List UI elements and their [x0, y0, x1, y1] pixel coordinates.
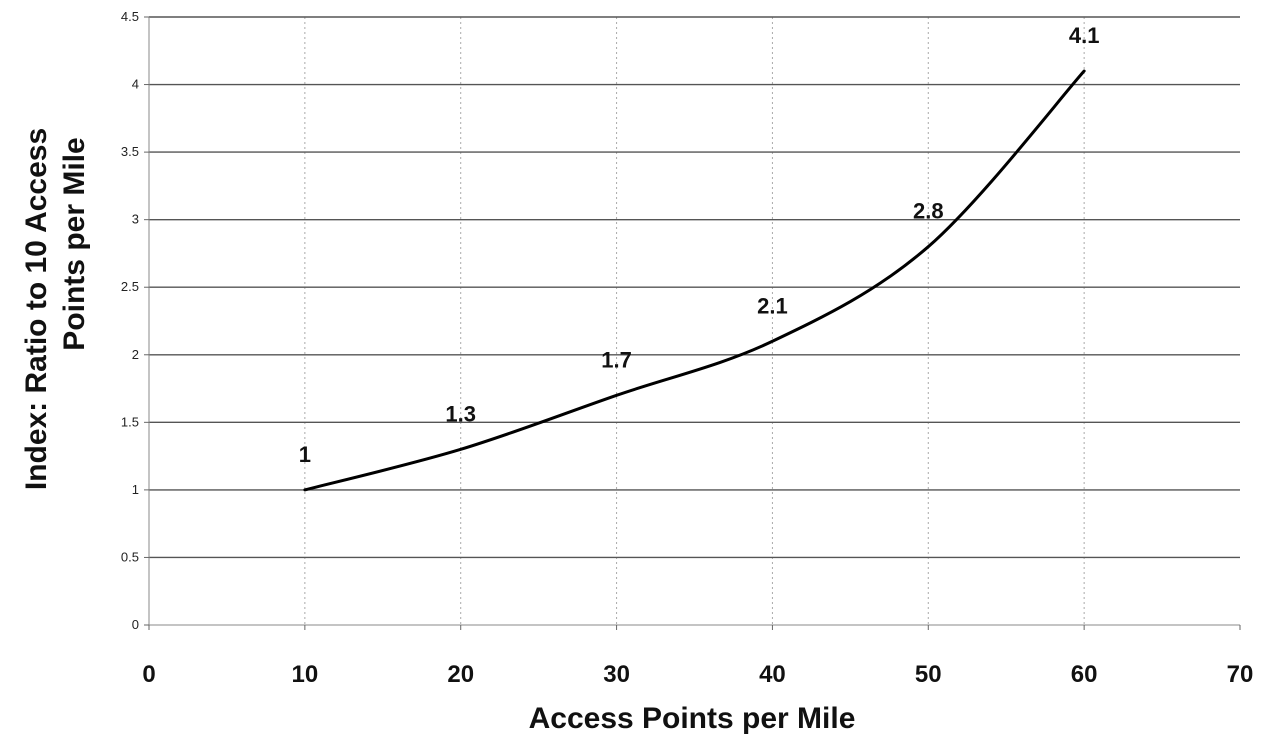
y-tick-label: 3.5 [121, 144, 139, 159]
x-tick-label: 70 [1227, 661, 1254, 688]
x-tick-label: 0 [142, 661, 155, 688]
y-axis-ticks: 0 0.5 1 1.5 2 2.5 3 3.5 4 4.5 [121, 9, 149, 632]
vertical-gridlines [304, 17, 1085, 625]
x-tick-label: 50 [915, 661, 942, 688]
data-labels: 1 1.3 1.7 2.1 2.8 4.1 [299, 23, 1100, 467]
x-tick-label: 30 [603, 661, 630, 688]
data-label: 2.1 [757, 293, 788, 318]
y-tick-label: 2 [132, 347, 139, 362]
x-tick-label: 20 [447, 661, 474, 688]
x-axis-ticks: 0 10 20 30 40 50 60 70 [142, 625, 1253, 688]
y-tick-label: 1 [132, 482, 139, 497]
x-axis-title: Access Points per Mile [529, 702, 856, 735]
y-axis-title-line-1: Index: Ratio to 10 Access [20, 128, 53, 490]
data-label: 1 [299, 442, 311, 467]
y-tick-label: 0 [132, 617, 139, 632]
y-tick-label: 0.5 [121, 549, 139, 564]
data-label: 4.1 [1069, 23, 1100, 48]
y-tick-label: 4.5 [121, 9, 139, 24]
x-tick-label: 40 [759, 661, 786, 688]
data-label: 2.8 [913, 199, 944, 224]
horizontal-gridlines [149, 16, 1240, 559]
series-line [303, 69, 1086, 492]
y-tick-label: 2.5 [121, 279, 139, 294]
x-tick-label: 10 [292, 661, 319, 688]
data-label: 1.3 [445, 401, 476, 426]
x-tick-label: 60 [1071, 661, 1098, 688]
y-tick-label: 1.5 [121, 414, 139, 429]
y-tick-label: 4 [132, 77, 139, 92]
y-axis-title-line-2: Points per Mile [58, 137, 91, 350]
data-label: 1.7 [601, 347, 632, 372]
y-tick-label: 3 [132, 212, 139, 227]
